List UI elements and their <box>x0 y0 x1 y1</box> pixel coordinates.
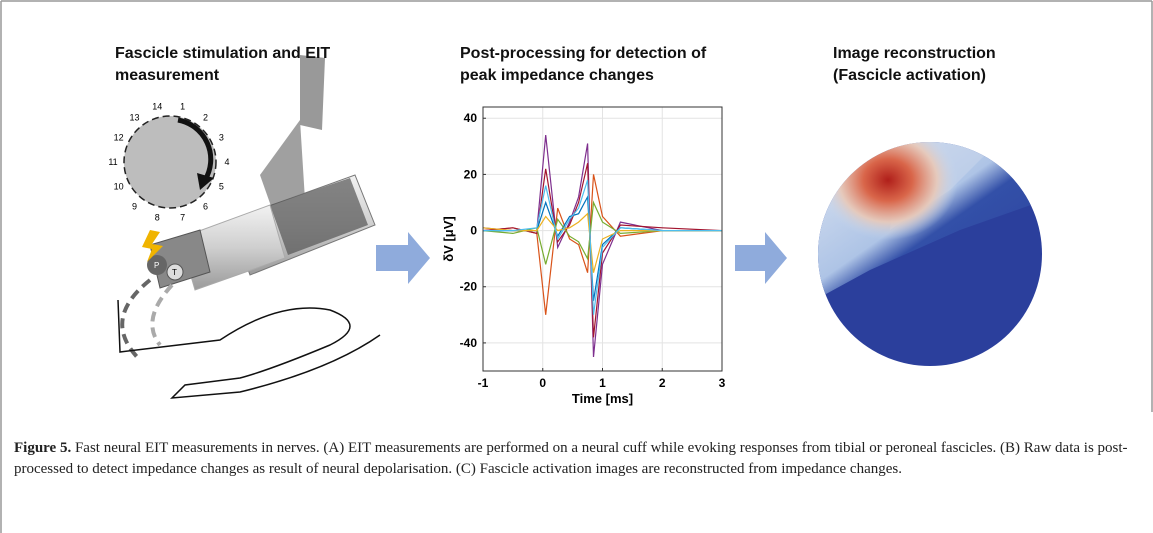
x-tick-label: 1 <box>599 376 606 390</box>
stimulation-schematic <box>117 55 381 399</box>
axes-box <box>482 106 723 372</box>
x-tick-label: 0 <box>539 376 546 390</box>
chart: -1 0 1 2 3 -40 -20 0 20 40 Time [ms] δV [μV] <box>441 106 726 406</box>
x-tick-label: 2 <box>659 376 666 390</box>
electrode-label: 2 <box>203 112 208 122</box>
cuff-label: P <box>154 261 159 270</box>
reconstruction-image <box>818 142 1042 366</box>
electrode-label: 1 <box>180 101 185 111</box>
flow-arrow <box>735 232 787 284</box>
electrode-label: 10 <box>114 182 124 192</box>
y-tick-label: 0 <box>470 224 477 238</box>
electrode-label: 12 <box>114 132 124 142</box>
electrode-label: 4 <box>224 157 229 167</box>
cuff-label: T <box>172 268 177 277</box>
electrode-label: 5 <box>219 182 224 192</box>
y-tick-label: 40 <box>464 111 478 125</box>
panel-title: Image reconstruction (Fascicle activatio… <box>833 45 996 84</box>
y-tick-label: 20 <box>464 167 478 181</box>
electrode-label: 3 <box>219 132 224 142</box>
electrode-label: 8 <box>155 213 160 223</box>
electrode-label: 14 <box>152 101 162 111</box>
trace <box>483 179 722 315</box>
y-tick-label: -20 <box>460 280 478 294</box>
trace <box>482 163 723 338</box>
panel-title: Post-processing for detection of peak im… <box>460 45 707 84</box>
x-tick-label: 3 <box>719 376 726 390</box>
y-axis-label: δV [μV] <box>441 216 456 261</box>
flow-arrow <box>376 232 430 284</box>
electrode-label: 6 <box>203 202 208 212</box>
caption-label: Figure 5. <box>14 440 72 456</box>
x-tick-label: -1 <box>478 376 489 390</box>
x-axis-label: Time [ms] <box>572 391 633 406</box>
electrode-label: 7 <box>180 213 185 223</box>
panel-title: Fascicle stimulation and EIT measurement <box>115 45 331 84</box>
caption-text: Fast neural EIT measurements in nerves. … <box>14 440 1128 477</box>
caption: Figure 5. Fast neural EIT measurements i… <box>14 438 1134 480</box>
electrode-label: 9 <box>132 202 137 212</box>
y-tick-label: -40 <box>460 336 478 350</box>
trace <box>482 212 722 273</box>
electrode-label: 13 <box>129 112 139 122</box>
electrode-label: 11 <box>108 157 117 167</box>
